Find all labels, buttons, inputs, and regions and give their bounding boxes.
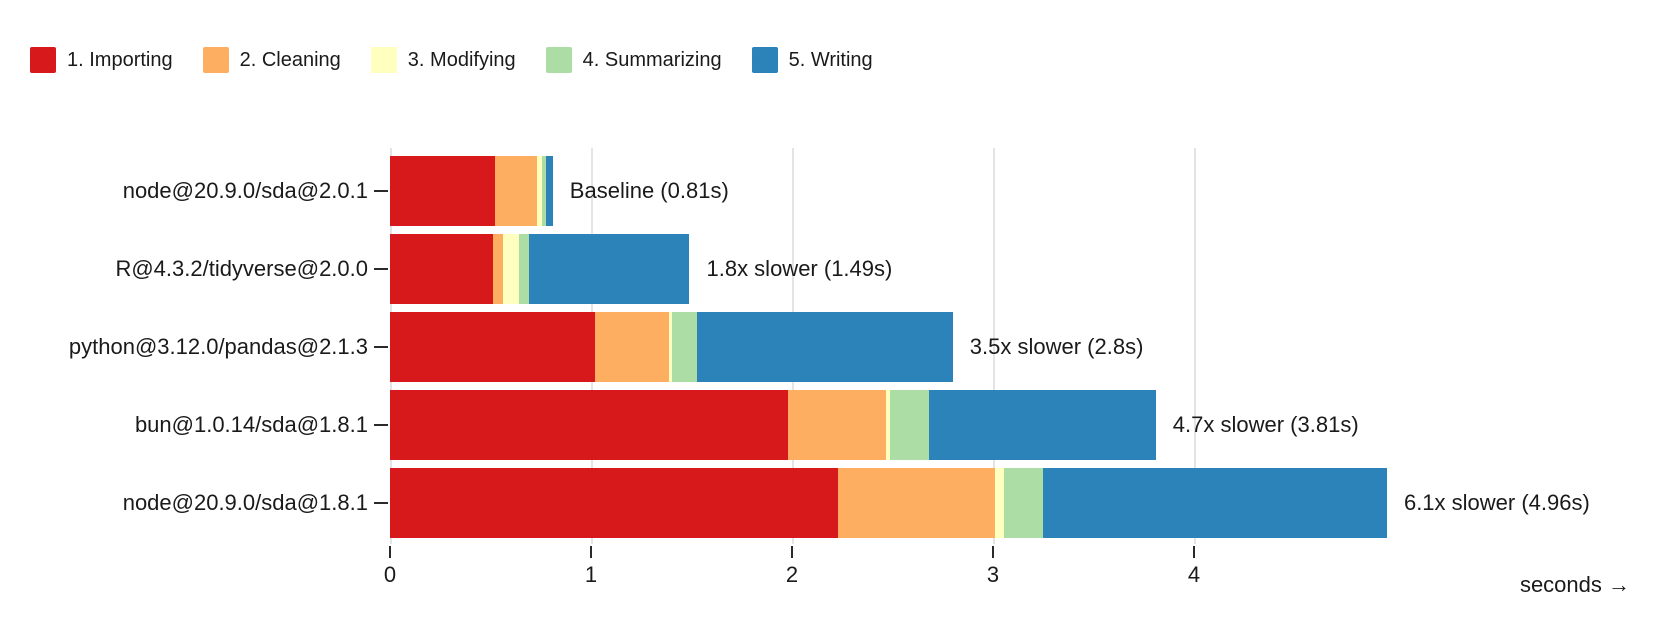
row-label: node@20.9.0/sda@1.8.1 [122, 490, 368, 515]
x-tick-label: 1 [584, 562, 598, 587]
gridline [1194, 148, 1196, 544]
row-label: bun@1.0.14/sda@1.8.1 [134, 412, 368, 437]
yellow-swatch-icon [370, 47, 397, 73]
legend-item-label: 4. Summarizing [582, 48, 722, 71]
legend-item: 5. Writing [751, 47, 873, 73]
row-label: R@4.3.2/tidyverse@2.0.0 [115, 256, 368, 281]
y-axis-tick [374, 501, 388, 505]
legend-item: 3. Modifying [370, 47, 516, 73]
bar-segment-summarizing [672, 312, 697, 382]
bar-segment-modifying [886, 390, 891, 460]
bar-annotation: 1.8x slower (1.49s) [706, 256, 893, 281]
bar-annotation: 4.7x slower (3.81s) [1172, 412, 1359, 437]
bar-segment-writing [928, 390, 1156, 460]
y-axis-tick [374, 345, 388, 349]
y-axis-tick [374, 423, 388, 427]
y-axis-tick [374, 189, 388, 193]
x-axis-label: seconds → [1519, 572, 1630, 597]
bar-segment-writing [696, 312, 953, 382]
bar-segment-cleaning [494, 156, 537, 226]
x-tick-label: 4 [1187, 562, 1201, 587]
bar-segment-importing [390, 234, 493, 304]
x-tick-label: 3 [986, 562, 1000, 587]
bar-annotation: 3.5x slower (2.8s) [969, 334, 1144, 359]
bar-segment-modifying [536, 156, 542, 226]
x-axis-tick [389, 546, 391, 558]
bar-segment-summarizing [890, 390, 929, 460]
row-label: node@20.9.0/sda@2.0.1 [122, 178, 368, 203]
bar-segment-cleaning [492, 234, 503, 304]
legend-item: 4. Summarizing [545, 47, 722, 73]
bar-segment-writing [545, 156, 553, 226]
bar-segment-importing [390, 468, 839, 538]
x-axis-tick [992, 546, 994, 558]
bar-segment-summarizing [541, 156, 546, 226]
chart-legend: 1. Importing 2. Cleaning 3. Modifying 4. Su… [30, 47, 873, 73]
bar-segment-summarizing [1004, 468, 1044, 538]
row-label: python@3.12.0/pandas@2.1.3 [68, 334, 368, 359]
bar-segment-importing [390, 390, 788, 460]
legend-item: 2. Cleaning [202, 47, 341, 73]
bar-segment-modifying [995, 468, 1005, 538]
legend-item-label: 1. Importing [67, 48, 173, 71]
orange-swatch-icon [202, 47, 229, 73]
bar-segment-importing [390, 156, 495, 226]
x-tick-label: 0 [383, 562, 397, 587]
x-tick-label: 2 [785, 562, 799, 587]
bar-segment-cleaning [838, 468, 995, 538]
legend-item-label: 3. Modifying [407, 48, 516, 71]
bar-segment-writing [1043, 468, 1387, 538]
green-swatch-icon [545, 47, 572, 73]
x-axis-tick [1193, 546, 1195, 558]
bar-segment-importing [390, 312, 596, 382]
gridline [993, 148, 995, 544]
bar-segment-modifying [502, 234, 519, 304]
blue-swatch-icon [751, 47, 778, 73]
bar-annotation: Baseline (0.81s) [569, 178, 729, 203]
bar-segment-cleaning [787, 390, 887, 460]
bar-annotation: 6.1x slower (4.96s) [1403, 490, 1590, 515]
legend-item-label: 5. Writing [788, 48, 873, 71]
y-axis-tick [374, 267, 388, 271]
x-axis-tick [791, 546, 793, 558]
red-swatch-icon [30, 47, 56, 73]
bar-segment-cleaning [595, 312, 670, 382]
legend-item-label: 2. Cleaning [239, 48, 341, 71]
legend-item: 1. Importing [30, 47, 173, 73]
x-axis-tick [590, 546, 592, 558]
bar-segment-summarizing [518, 234, 529, 304]
bar-segment-modifying [669, 312, 673, 382]
bar-segment-writing [528, 234, 690, 304]
